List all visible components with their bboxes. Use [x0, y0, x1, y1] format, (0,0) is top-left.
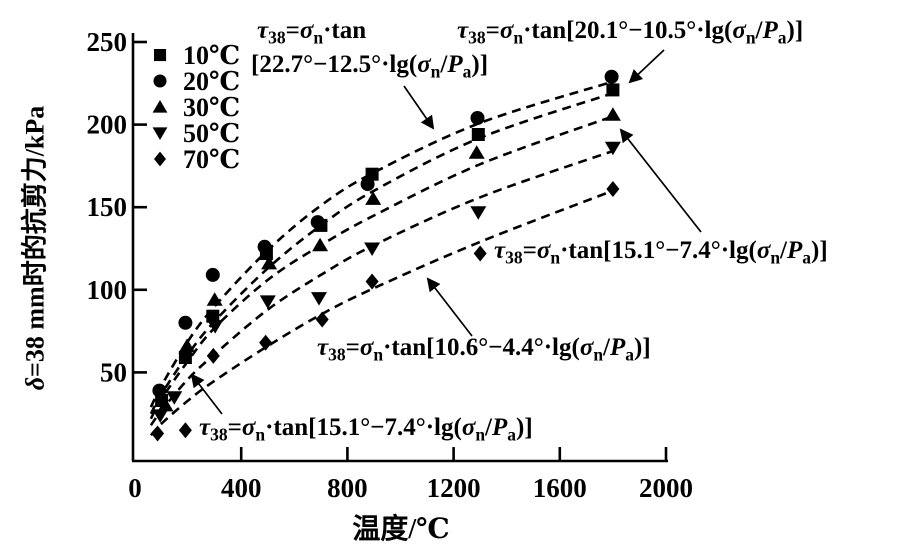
legend-label: 70℃ [183, 145, 240, 174]
circle-marker [152, 383, 167, 398]
triangle-up-marker [312, 237, 329, 252]
x-tick-label: 1600 [533, 473, 587, 503]
circle-marker [604, 69, 619, 84]
y-tick-label: 50 [100, 357, 127, 387]
y-axis-title: δ=38 mm时的抗剪力/kPa [20, 105, 50, 391]
circle-marker [153, 74, 167, 88]
triangle-up-marker [152, 100, 168, 113]
diamond-marker [259, 334, 273, 351]
diamond-marker [154, 151, 166, 167]
annotation-fit-20C-line1: τ38=σn·tan [257, 17, 367, 48]
annotation-fit-20C-line2: [22.7°−12.5°·lg(σn/Pa)] [251, 51, 489, 82]
triangle-down-marker [207, 320, 224, 334]
legend-label: 50℃ [183, 119, 240, 148]
x-tick-labels: 0 400 800 1200 1600 2000 [128, 473, 693, 503]
circle-marker [178, 315, 193, 330]
legend-label: 10℃ [183, 41, 240, 70]
series-points-20℃ [152, 69, 619, 398]
triangle-up-marker [206, 292, 223, 306]
triangle-down-marker [152, 127, 168, 140]
triangle-down-marker [604, 141, 621, 156]
diamond-marker [606, 181, 620, 197]
square-marker [471, 128, 485, 141]
circle-marker [257, 239, 272, 254]
triangle-up-marker [365, 191, 382, 205]
annotation-fit-30C: τ38=σn·tan[15.1°−7.4°·lg(σn/Pa)] [494, 237, 828, 268]
triangle-up-marker [157, 397, 174, 412]
triangle-down-marker [470, 206, 487, 220]
y-tick-label: 150 [87, 192, 128, 222]
diamond-marker [473, 245, 487, 262]
triangle-down-marker [152, 409, 169, 423]
fit-curve-30℃ [149, 115, 614, 420]
arrow-fit-30C [619, 128, 702, 233]
annotation-arrows [190, 49, 702, 415]
annotation-fit-10C: τ38=σn·tan[20.1°−10.5°·lg(σn/Pa)] [457, 17, 804, 48]
x-tick-label: 1200 [427, 473, 481, 503]
arrow-fit-70C [426, 277, 473, 337]
x-tick-label: 400 [221, 473, 262, 503]
fit-curve-70℃ [149, 189, 614, 437]
series-points-30℃ [157, 107, 621, 412]
triangle-down-marker [166, 391, 183, 405]
y-tick-label: 250 [87, 27, 128, 57]
fit-curve-50℃ [149, 149, 614, 427]
triangle-up-marker [261, 255, 278, 270]
diamond-marker [151, 425, 165, 442]
x-tick-label: 0 [128, 473, 142, 503]
x-tick-label: 800 [327, 473, 368, 503]
arrow-fit-50C [190, 373, 223, 415]
y-tick-label: 100 [87, 275, 128, 305]
axes [131, 33, 668, 463]
circle-marker [205, 267, 220, 282]
triangle-down-marker [364, 242, 381, 256]
square-marker [154, 49, 167, 62]
arrow-fit-10C [628, 49, 665, 84]
y-tick-label: 200 [87, 110, 128, 140]
fit-curve-20℃ [149, 80, 614, 408]
diamond-marker [365, 273, 379, 290]
legend-label: 20℃ [183, 67, 240, 96]
circle-marker [310, 215, 325, 230]
legend-label: 30℃ [183, 93, 240, 122]
legend: 10℃20℃30℃50℃70℃ [152, 41, 240, 174]
y-tick-labels: 50 100 150 200 250 [87, 27, 128, 387]
x-axis-title: 温度/℃ [352, 514, 450, 545]
triangle-up-marker [468, 145, 485, 159]
annotation-fit-50C: τ38=σn·tan[15.1°−7.4°·lg(σn/Pa)] [199, 414, 533, 445]
annotation-fit-70C: τ38=σn·tan[10.6°−4.4°·lg(σn/Pa)] [317, 334, 651, 365]
triangle-up-marker [604, 107, 621, 121]
diamond-marker [178, 422, 192, 439]
circle-marker [360, 177, 375, 192]
diamond-marker [315, 311, 329, 328]
triangle-up-marker [179, 338, 195, 352]
x-tick-label: 2000 [639, 473, 693, 503]
series-points-50℃ [152, 141, 621, 423]
triangle-down-marker [311, 292, 327, 306]
triangle-down-marker [259, 295, 276, 309]
square-marker [206, 309, 220, 323]
diamond-marker [206, 347, 220, 364]
series-points-70℃ [151, 181, 620, 442]
square-marker [606, 83, 620, 97]
square-marker [178, 351, 192, 364]
circle-marker [470, 111, 485, 125]
arrow-fit-20C [403, 85, 435, 130]
